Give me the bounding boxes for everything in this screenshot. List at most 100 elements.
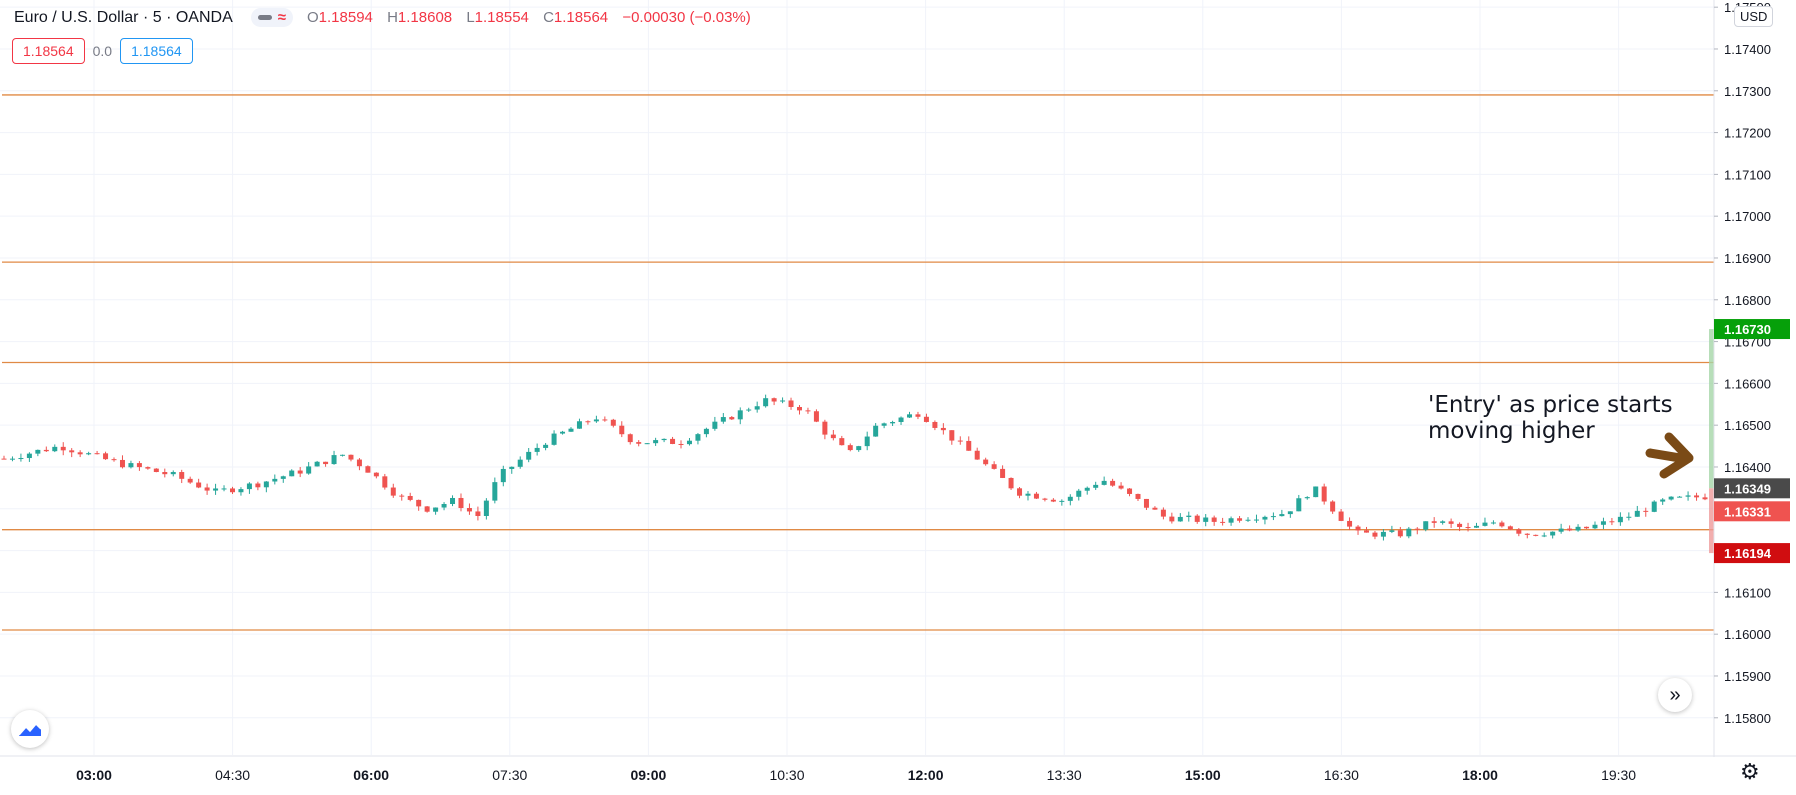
order-price-boxes: 1.18564 0.0 1.18564 — [12, 38, 193, 64]
candle-body — [1042, 498, 1048, 500]
candle-body — [517, 459, 523, 467]
interval-label: 5 — [152, 8, 162, 26]
candle-body — [1617, 516, 1623, 523]
candle-body — [280, 476, 286, 479]
logo-glyph — [18, 722, 42, 736]
candle-body — [957, 440, 963, 442]
candle-body — [1194, 515, 1200, 522]
price-label-bg — [1714, 501, 1790, 522]
candle-body — [77, 452, 83, 455]
symbol-title[interactable]: Euro / U.S. Dollar · 5 · OANDA — [14, 8, 233, 26]
price-label-take-profit: 1.16730 — [1724, 322, 1771, 337]
candle-body — [1169, 516, 1175, 522]
legend-toggle-pill[interactable]: ≈ — [250, 8, 293, 27]
candle-body — [1101, 480, 1107, 485]
candle-body — [932, 421, 938, 428]
candle-body — [1414, 528, 1420, 530]
eye-icon[interactable] — [257, 15, 272, 20]
sell-button[interactable]: 1.18564 — [12, 38, 85, 64]
y-tick-label: 1.15900 — [1724, 669, 1771, 684]
candle-body — [297, 470, 303, 474]
y-tick-label: 1.17300 — [1724, 84, 1771, 99]
candle-body — [35, 449, 41, 454]
candle-body — [534, 447, 540, 452]
y-tick-label: 1.16400 — [1724, 460, 1771, 475]
candle-body — [1516, 529, 1522, 534]
candle-body — [1296, 498, 1302, 512]
candle-body — [1211, 517, 1217, 522]
candle-body — [340, 454, 346, 456]
candle-body — [949, 430, 955, 441]
candle-body — [466, 508, 472, 512]
candle-body — [923, 416, 929, 422]
candle-body — [1110, 480, 1116, 486]
candle-body — [373, 472, 379, 477]
candle-body — [1270, 516, 1276, 518]
candle-body — [1397, 530, 1403, 537]
x-tick-label: 07:30 — [492, 767, 527, 783]
candle-body — [314, 461, 320, 467]
candle-body — [805, 410, 811, 412]
candle-body — [424, 506, 430, 512]
candle-body — [1304, 497, 1310, 499]
arrow-icon — [1659, 432, 1694, 479]
candle-body — [1287, 511, 1293, 515]
candle-body — [796, 406, 802, 411]
candle-body — [1313, 486, 1319, 498]
candle-body — [119, 459, 125, 468]
candle-body — [610, 419, 616, 426]
price-label-stop-loss: 1.16194 — [1724, 546, 1772, 561]
candle-body — [86, 453, 92, 455]
annotation-line-2: moving higher — [1428, 418, 1595, 444]
candle-body — [703, 428, 709, 435]
candle-body — [695, 434, 701, 441]
candle-body — [940, 427, 946, 431]
candle-body — [1651, 501, 1657, 512]
candle-body — [170, 472, 176, 475]
double-chevron-right-icon[interactable]: » — [1658, 678, 1692, 712]
candle-body — [1253, 519, 1259, 521]
gear-icon[interactable]: ⚙ — [1740, 759, 1760, 784]
candle-body — [246, 483, 252, 490]
reward-zone — [1709, 329, 1714, 489]
candle-body — [568, 428, 574, 432]
candle-body — [1025, 493, 1031, 496]
candle-body — [593, 419, 599, 422]
candle-body — [1600, 521, 1606, 525]
buy-button[interactable]: 1.18564 — [120, 38, 193, 64]
price-label-bg — [1714, 478, 1790, 499]
exchange-label: OANDA — [175, 8, 233, 26]
candle-body — [1482, 522, 1488, 526]
candle-body — [1490, 522, 1496, 524]
candle-body — [771, 398, 777, 402]
y-tick-label: 1.16600 — [1724, 376, 1771, 391]
wave-icon[interactable]: ≈ — [277, 9, 286, 26]
x-tick-label: 19:30 — [1601, 767, 1636, 783]
candle-body — [416, 499, 422, 507]
candle-body — [1262, 516, 1268, 520]
candle-body — [492, 482, 498, 501]
currency-button[interactable]: USD — [1734, 6, 1774, 27]
x-tick-label: 09:00 — [630, 767, 666, 783]
candle-body — [1533, 534, 1539, 536]
candle-body — [272, 478, 278, 482]
candle-body — [1076, 490, 1082, 497]
y-tick-label: 1.17400 — [1724, 42, 1771, 57]
candle-body — [18, 458, 24, 460]
candle-body — [915, 414, 921, 417]
x-tick-label: 18:00 — [1462, 767, 1498, 783]
candle-body — [475, 511, 481, 516]
tradingview-logo-icon[interactable] — [11, 710, 49, 748]
candle-body — [1127, 488, 1133, 494]
candle-body — [1017, 488, 1023, 496]
candle-body — [576, 421, 582, 429]
candle-body — [1431, 521, 1437, 523]
entry-annotation[interactable]: 'Entry' as price starts moving higher — [1428, 392, 1673, 444]
candle-body — [179, 472, 185, 479]
price-label-bg — [1714, 319, 1790, 340]
candle-body — [483, 500, 489, 516]
candle-body — [1406, 528, 1412, 537]
low-key: L — [466, 9, 475, 26]
x-tick-label: 06:00 — [353, 767, 389, 783]
